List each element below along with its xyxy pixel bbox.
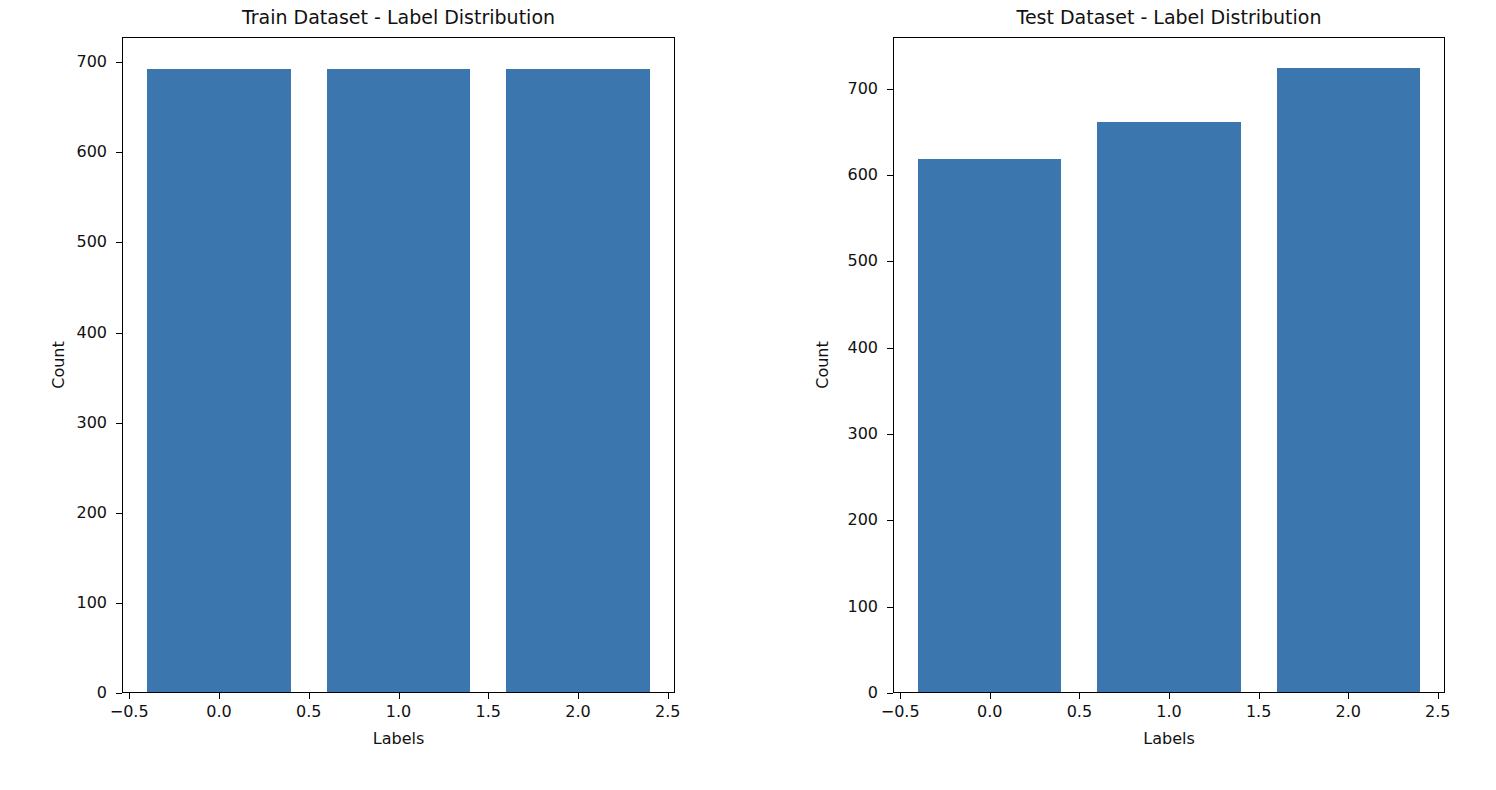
x-tick-label: 1.5 bbox=[1229, 703, 1289, 721]
plot-area bbox=[893, 37, 1445, 693]
y-tick bbox=[887, 89, 893, 90]
chart-title: Test Dataset - Label Distribution bbox=[893, 6, 1445, 29]
x-tick-label: 0.0 bbox=[960, 703, 1020, 721]
y-tick-label: 0 bbox=[818, 684, 878, 702]
bar bbox=[1097, 122, 1240, 692]
x-tick bbox=[1348, 693, 1349, 699]
x-tick bbox=[1438, 693, 1439, 699]
x-axis-label: Labels bbox=[893, 729, 1445, 748]
y-tick-label: 700 bbox=[818, 80, 878, 98]
y-tick bbox=[887, 261, 893, 262]
y-tick bbox=[887, 607, 893, 608]
y-tick bbox=[887, 348, 893, 349]
y-tick bbox=[887, 693, 893, 694]
y-tick bbox=[887, 175, 893, 176]
figure: Train Dataset - Label Distribution Label… bbox=[0, 0, 1496, 790]
y-tick bbox=[887, 520, 893, 521]
x-tick-label: −0.5 bbox=[870, 703, 930, 721]
test-chart: Test Dataset - Label Distribution Labels… bbox=[0, 0, 1496, 790]
y-tick-label: 100 bbox=[818, 598, 878, 616]
y-tick-label: 600 bbox=[818, 166, 878, 184]
x-tick-label: 1.0 bbox=[1139, 703, 1199, 721]
y-tick bbox=[887, 434, 893, 435]
x-tick-label: 2.0 bbox=[1318, 703, 1378, 721]
x-tick bbox=[1079, 693, 1080, 699]
y-tick-label: 400 bbox=[818, 339, 878, 357]
bar bbox=[1277, 68, 1420, 692]
x-tick bbox=[1259, 693, 1260, 699]
x-tick bbox=[900, 693, 901, 699]
y-tick-label: 500 bbox=[818, 252, 878, 270]
y-tick-label: 300 bbox=[818, 425, 878, 443]
bar bbox=[918, 159, 1061, 692]
x-tick-label: 2.5 bbox=[1408, 703, 1468, 721]
x-tick-label: 0.5 bbox=[1049, 703, 1109, 721]
x-tick bbox=[990, 693, 991, 699]
y-tick-label: 200 bbox=[818, 511, 878, 529]
x-tick bbox=[1169, 693, 1170, 699]
